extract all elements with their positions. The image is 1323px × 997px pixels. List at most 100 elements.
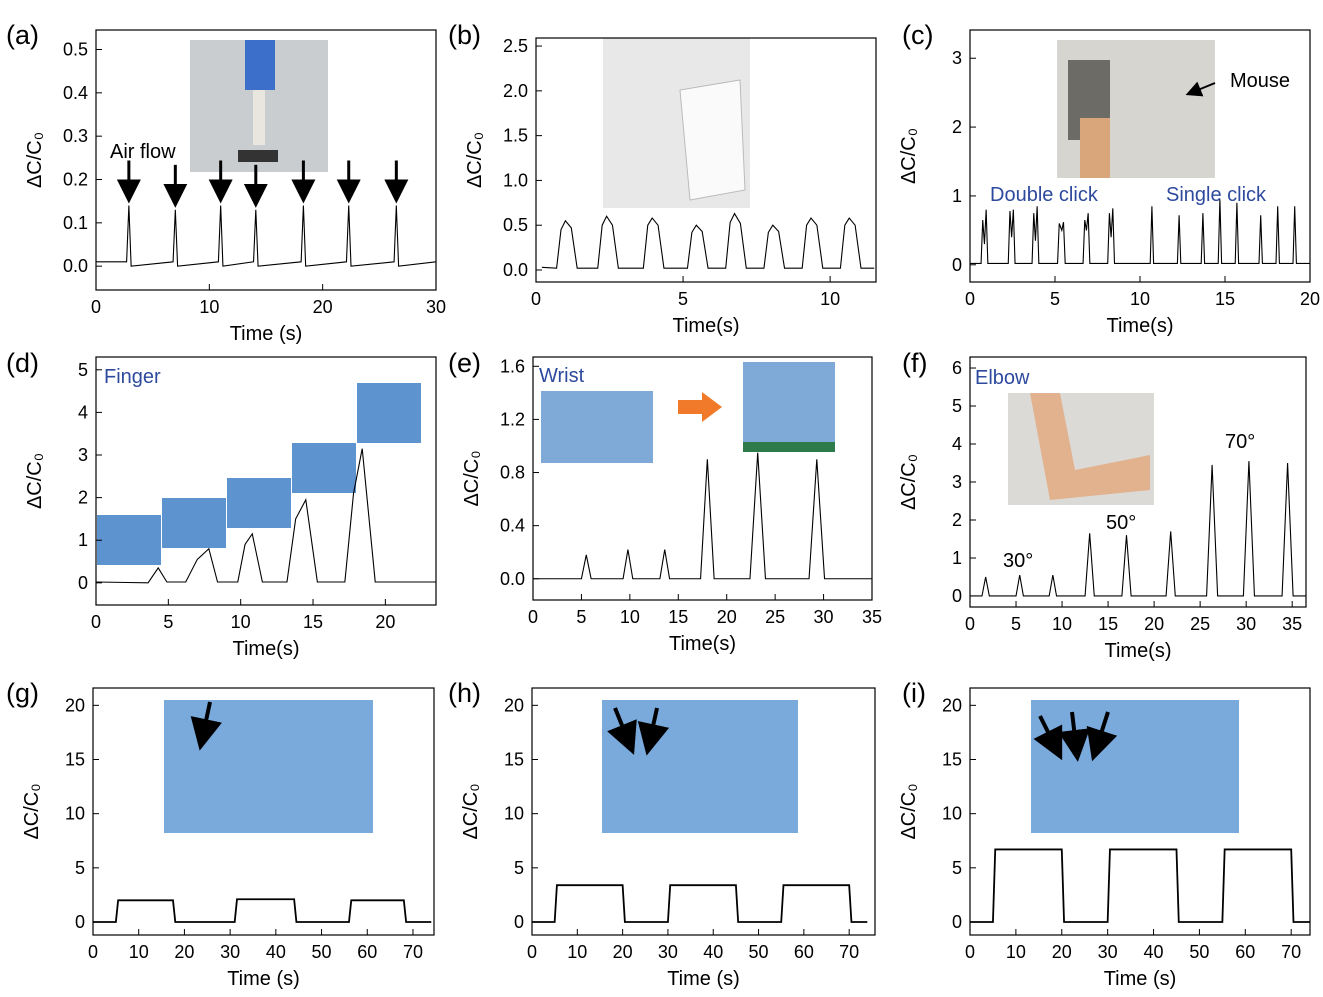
x-axis-label: Time(s) [1106,315,1173,337]
y-tick-label: 0.0 [503,260,528,280]
x-tick-label: 35 [862,607,882,627]
y-tick-label: 1.2 [500,409,525,429]
photo [357,383,421,443]
photo [602,700,798,833]
x-tick-label: 30 [1098,942,1118,962]
x-tick-label: 60 [1235,942,1255,962]
y-tick-label: 0 [78,573,88,593]
annotation: Mouse [1230,70,1290,92]
data-line [542,214,874,269]
y-tick-label: 5 [952,396,962,416]
x-tick-label: 30 [814,607,834,627]
x-tick-label: 30 [426,297,446,317]
panel-label: (b) [448,20,481,50]
y-axis-label: ΔC/C₀ [898,454,920,510]
y-axis-label: ΔC/C₀ [464,132,486,188]
x-tick-label: 0 [528,607,538,627]
x-tick-label: 15 [303,612,323,632]
annotation: 70° [1225,431,1255,453]
x-tick-label: 20 [613,942,633,962]
x-tick-label: 50 [1189,942,1209,962]
figure: 0.00.10.20.30.40.50102030Time (s)ΔC/C₀(a… [0,0,1323,997]
annotation: Wrist [539,365,585,387]
data-line [970,199,1310,263]
x-tick-label: 5 [163,612,173,632]
x-tick-label: 35 [1282,614,1302,634]
x-tick-label: 0 [91,612,101,632]
x-axis-label: Time(s) [672,315,739,337]
x-tick-label: 5 [1050,289,1060,309]
photo-part [253,90,265,145]
x-tick-label: 0 [527,942,537,962]
y-tick-label: 0.0 [63,256,88,276]
y-tick-label: 2 [78,488,88,508]
x-tick-label: 5 [576,607,586,627]
y-tick-label: 5 [75,858,85,878]
panel-label: (g) [6,678,39,708]
x-tick-label: 0 [91,297,101,317]
y-tick-label: 0.2 [63,170,88,190]
panel-label: (d) [6,348,39,378]
x-tick-label: 5 [678,289,688,309]
x-tick-label: 10 [231,612,251,632]
x-tick-label: 25 [1190,614,1210,634]
photo-part [743,442,835,452]
x-axis-label: Time(s) [1104,640,1171,662]
photo [164,700,373,833]
x-tick-label: 10 [1006,942,1026,962]
panel-label: (c) [902,20,933,50]
y-tick-label: 1.0 [503,170,528,190]
x-tick-label: 30 [220,942,240,962]
y-tick-label: 1.6 [500,356,525,376]
photo-part [238,150,278,162]
y-tick-label: 0.1 [63,213,88,233]
y-tick-label: 5 [514,858,524,878]
x-tick-label: 40 [1144,942,1164,962]
x-tick-label: 20 [1052,942,1072,962]
x-tick-label: 20 [717,607,737,627]
panel-label: (h) [448,678,481,708]
y-tick-label: 0.4 [63,83,88,103]
x-axis-label: Time (s) [227,968,300,990]
y-tick-label: 2 [952,117,962,137]
x-tick-label: 0 [88,942,98,962]
y-tick-label: 15 [504,750,524,770]
x-tick-label: 15 [1215,289,1235,309]
x-tick-label: 10 [1052,614,1072,634]
x-tick-label: 10 [820,289,840,309]
annotation: Single click [1166,184,1267,206]
x-tick-label: 40 [703,942,723,962]
y-tick-label: 5 [78,360,88,380]
y-axis-label: ΔC/C₀ [21,783,43,839]
x-tick-label: 50 [312,942,332,962]
y-tick-label: 10 [504,804,524,824]
panel-label: (e) [448,348,481,378]
y-tick-label: 0.8 [500,463,525,483]
y-tick-label: 5 [952,858,962,878]
annotation: Double click [990,184,1099,206]
y-tick-label: 2.5 [503,36,528,56]
y-tick-label: 3 [952,472,962,492]
x-tick-label: 0 [965,942,975,962]
x-tick-label: 30 [1236,614,1256,634]
x-tick-label: 0 [531,289,541,309]
x-tick-label: 70 [403,942,423,962]
photo-part [1080,118,1110,178]
data-line [96,206,436,267]
y-tick-label: 4 [78,402,88,422]
y-tick-label: 1 [952,548,962,568]
data-line [93,899,431,922]
y-tick-label: 15 [65,750,85,770]
x-tick-label: 20 [313,297,333,317]
panel-label: (f) [902,348,927,378]
x-tick-label: 60 [794,942,814,962]
x-axis-label: Time(s) [669,633,736,655]
photo [97,515,161,565]
x-tick-label: 70 [839,942,859,962]
data-line [970,849,1310,922]
x-axis-label: Time (s) [230,323,303,345]
annotation: 30° [1003,550,1033,572]
y-tick-label: 4 [952,434,962,454]
y-tick-label: 0 [952,912,962,932]
photo-part [680,80,745,200]
